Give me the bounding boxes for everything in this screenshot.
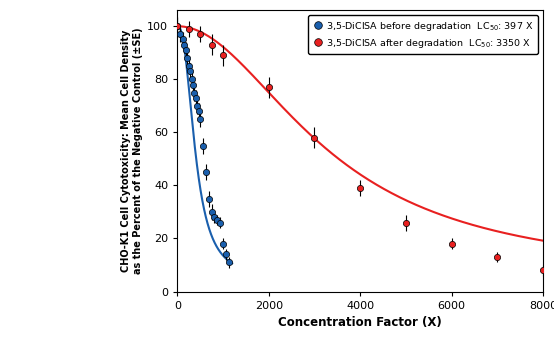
X-axis label: Concentration Factor (X): Concentration Factor (X)	[278, 316, 442, 329]
Y-axis label: CHO-K1 Cell Cytotoxicity: Mean Cell Density
as the Percent of the Negative Contr: CHO-K1 Cell Cytotoxicity: Mean Cell Dens…	[121, 27, 143, 274]
Legend: 3,5-DiCISA before degradation  LC$_{50}$: 397 X, 3,5-DiCISA after degradation  L: 3,5-DiCISA before degradation LC$_{50}$:…	[308, 15, 538, 54]
